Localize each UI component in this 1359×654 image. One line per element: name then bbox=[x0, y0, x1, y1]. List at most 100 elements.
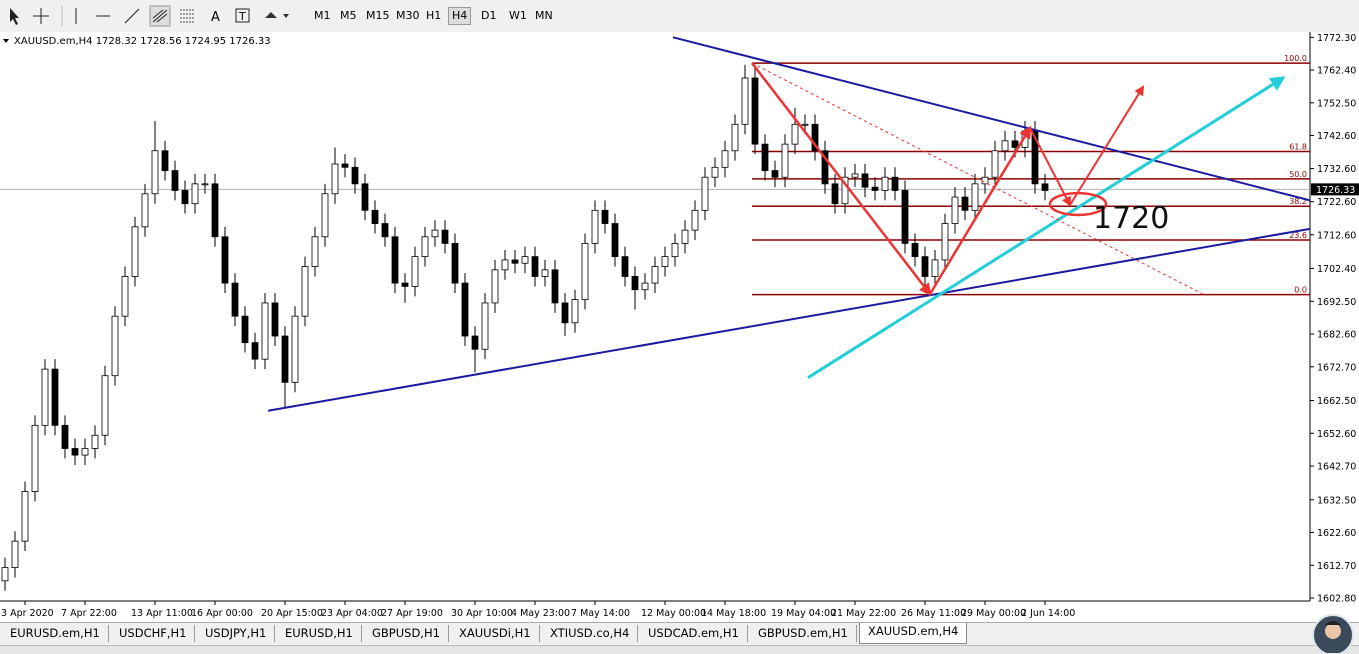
candle-body bbox=[641, 282, 649, 291]
y-tick-label: 1612.70 bbox=[1317, 561, 1356, 572]
candle-body bbox=[551, 269, 559, 304]
symbol-tab[interactable]: USDCHF,H1 bbox=[111, 625, 196, 642]
candle-body bbox=[91, 434, 99, 449]
text-tool[interactable]: A bbox=[211, 10, 220, 25]
candle-body bbox=[981, 176, 989, 185]
candle-body bbox=[171, 170, 179, 191]
timeframe-button[interactable]: MN bbox=[535, 9, 553, 22]
candle-body bbox=[651, 266, 659, 284]
candle-body bbox=[161, 150, 169, 172]
candle-body bbox=[421, 236, 429, 258]
y-tick-label: 1752.50 bbox=[1317, 98, 1356, 109]
candle-body bbox=[471, 335, 479, 350]
timeframe-button[interactable]: M15 bbox=[366, 9, 390, 22]
timeframe-button[interactable]: D1 bbox=[481, 9, 497, 22]
candle-body bbox=[601, 209, 609, 224]
label-tool[interactable] bbox=[235, 8, 250, 23]
x-tick-label: 16 Apr 00:00 bbox=[191, 608, 253, 619]
symbol-tab[interactable]: USDJPY,H1 bbox=[197, 625, 276, 642]
candle-body bbox=[831, 183, 839, 205]
candle-body bbox=[921, 256, 929, 277]
timeframe-button[interactable]: M1 bbox=[314, 9, 331, 22]
candle-body bbox=[351, 166, 359, 185]
arrows-tool[interactable] bbox=[265, 12, 289, 18]
symbol-tab[interactable]: XAUUSDi,H1 bbox=[451, 625, 540, 642]
candle-body bbox=[411, 256, 419, 287]
trendline bbox=[751, 62, 932, 296]
candle-body bbox=[361, 183, 369, 211]
candle-body bbox=[1011, 140, 1019, 148]
timeframe-button[interactable]: W1 bbox=[509, 9, 527, 22]
candle-body bbox=[571, 299, 579, 324]
trendline bbox=[1069, 85, 1145, 206]
avatar bbox=[1312, 614, 1354, 653]
symbol-tab[interactable]: XTIUSD.co,H4 bbox=[542, 625, 639, 642]
candle-body bbox=[861, 173, 869, 188]
candle-body bbox=[721, 150, 729, 168]
symbol-tab[interactable]: GBPUSD,H1 bbox=[364, 625, 449, 642]
y-tick-label: 1722.60 bbox=[1317, 197, 1356, 208]
chart-header: XAUUSD.em,H4 1728.32 1728.56 1724.95 172… bbox=[14, 36, 271, 47]
candle-body bbox=[741, 77, 749, 125]
symbol-tab[interactable]: EURUSD.em,H1 bbox=[2, 625, 109, 642]
candle-body bbox=[121, 276, 129, 317]
candle-body bbox=[211, 183, 219, 238]
toolbar: A T M1 M5 M15 M30 H1 H4 D1 W1 MN bbox=[0, 0, 1359, 33]
trendline-tool[interactable] bbox=[124, 8, 140, 24]
x-tick-label: 13 Apr 11:00 bbox=[131, 608, 193, 619]
candle-body bbox=[821, 150, 829, 185]
timeframe-button[interactable]: H4 bbox=[448, 7, 472, 25]
symbol-tab[interactable]: GBPUSD.em,H1 bbox=[750, 625, 857, 642]
candle-body bbox=[911, 242, 919, 258]
annotation: 1720 bbox=[1093, 201, 1169, 236]
candle-body bbox=[731, 123, 739, 152]
symbol-tab[interactable]: EURUSD,H1 bbox=[277, 625, 362, 642]
candle-body bbox=[201, 183, 209, 186]
x-tick-label: 3 Apr 2020 bbox=[1, 608, 54, 619]
fibo-tool[interactable] bbox=[180, 9, 194, 23]
candle-body bbox=[581, 242, 589, 301]
timeframe-button[interactable]: H1 bbox=[426, 9, 442, 22]
y-tick-label: 1622.60 bbox=[1317, 528, 1356, 539]
candle-body bbox=[931, 259, 939, 277]
candle-body bbox=[971, 183, 979, 211]
fib-level-label: 61.8 bbox=[1289, 143, 1307, 152]
candle-body bbox=[761, 143, 769, 172]
candle-body bbox=[991, 150, 999, 178]
trendline bbox=[672, 36, 1311, 202]
symbol-tab[interactable]: USDCAD.em,H1 bbox=[640, 625, 748, 642]
candle-body bbox=[241, 315, 249, 344]
candle-body bbox=[781, 143, 789, 178]
candle-body bbox=[871, 186, 879, 191]
candle-body bbox=[131, 226, 139, 277]
candle-body bbox=[81, 448, 89, 456]
x-tick-label: 4 May 23:00 bbox=[511, 608, 570, 619]
trendline bbox=[928, 125, 1032, 295]
candle-body bbox=[381, 223, 389, 238]
candle-body bbox=[1041, 183, 1049, 191]
candle-body bbox=[11, 540, 19, 568]
fib-level-label: 0.0 bbox=[1294, 286, 1307, 295]
x-tick-label: 29 May 00:00 bbox=[961, 608, 1026, 619]
candle-body bbox=[681, 229, 689, 244]
candle-body bbox=[541, 269, 549, 277]
candle-body bbox=[231, 282, 239, 317]
candle-body bbox=[881, 176, 889, 191]
candle-body bbox=[431, 229, 439, 238]
candle-body bbox=[941, 223, 949, 261]
x-tick-label: 14 May 18:00 bbox=[701, 608, 766, 619]
candle-body bbox=[141, 193, 149, 228]
candle-body bbox=[611, 223, 619, 258]
candle-body bbox=[751, 77, 759, 145]
timeframe-button[interactable]: M30 bbox=[396, 9, 420, 22]
cursor-tool[interactable] bbox=[10, 8, 19, 25]
x-tick-label: 12 May 00:00 bbox=[641, 608, 706, 619]
timeframe-button[interactable]: M5 bbox=[340, 9, 357, 22]
candle-body bbox=[31, 424, 39, 492]
crosshair-tool[interactable] bbox=[33, 8, 49, 24]
candle-body bbox=[311, 236, 319, 267]
candle-body bbox=[701, 176, 709, 211]
candle-body bbox=[841, 176, 849, 205]
symbol-tab[interactable]: XAUUSD.em,H4 bbox=[859, 623, 968, 644]
